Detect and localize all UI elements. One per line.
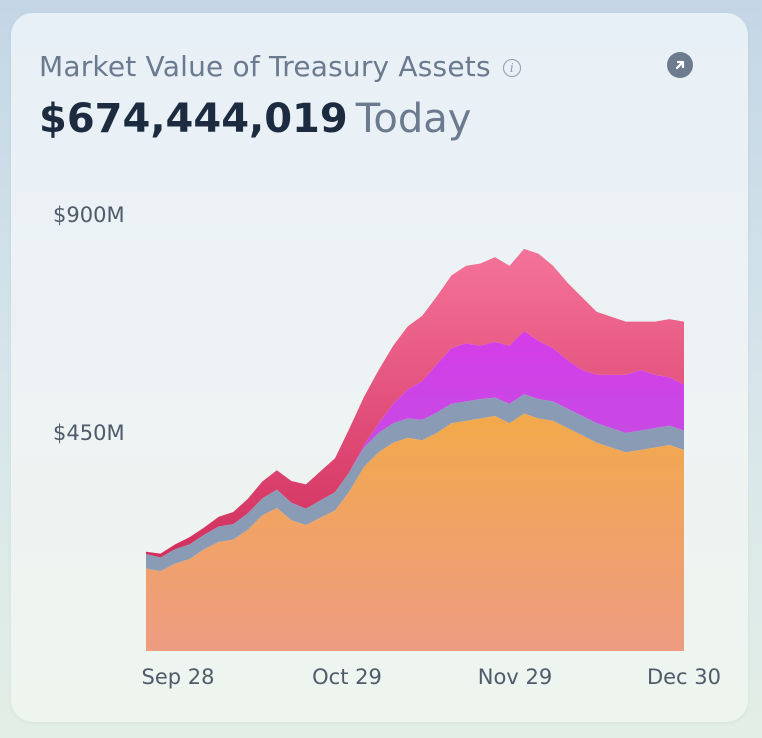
area-layers: [146, 248, 684, 651]
x-axis-ticks: Sep 28 Oct 29 Nov 29 Dec 30: [142, 665, 722, 689]
y-tick-label: $900M: [53, 203, 125, 227]
x-tick-label: Dec 30: [647, 665, 721, 689]
info-icon[interactable]: i: [502, 58, 521, 77]
arrow-up-right-icon: [675, 60, 685, 70]
area-layer-2: [146, 394, 684, 572]
x-tick-label: Sep 28: [142, 665, 215, 689]
y-axis-ticks: $450M $900M: [53, 203, 125, 445]
value-suffix: Today: [355, 96, 472, 142]
area-layer-4: [146, 248, 684, 558]
x-tick-label: Oct 29: [312, 665, 382, 689]
area-layer-1: [146, 413, 684, 651]
x-tick-label: Nov 29: [478, 665, 552, 689]
card-title: Market Value of Treasury Assets: [39, 50, 491, 83]
area-layer-3: [146, 331, 684, 558]
value-row: $674,444,019 Today: [39, 96, 471, 142]
title-row: Market Value of Treasury Assets i: [39, 50, 521, 83]
expand-button[interactable]: [667, 52, 693, 78]
y-tick-label: $450M: [53, 421, 125, 445]
treasury-value: $674,444,019: [39, 96, 348, 142]
